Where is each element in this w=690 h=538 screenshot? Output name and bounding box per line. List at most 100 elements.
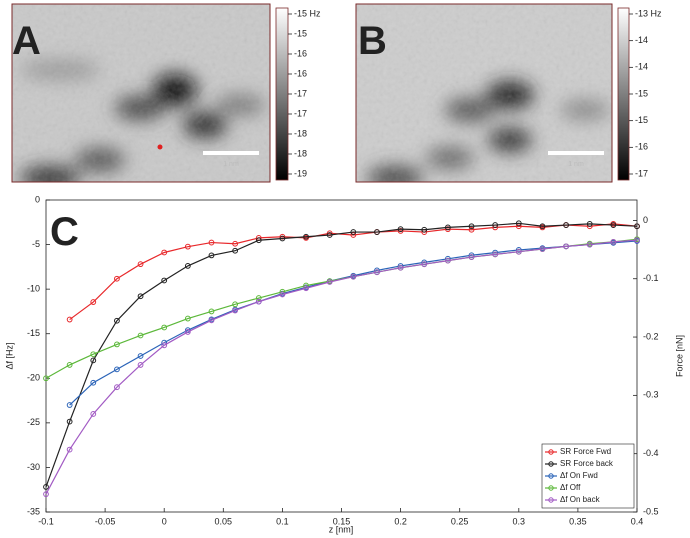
legend-label: Δf On Fwd [560,471,598,480]
data-point [397,264,404,271]
y-tick-label: -30 [27,462,40,472]
colorbar-label: -14 [635,62,648,72]
data-point [161,324,168,331]
legend-label: Δf Off [560,483,581,492]
data-point [184,262,191,269]
data-point [137,293,144,300]
data-point [43,375,49,382]
data-point [539,223,546,230]
colorbar-label: -15 [635,88,648,98]
data-point [586,221,593,227]
colorbar [617,7,630,181]
data-point [255,298,262,305]
data-point [397,228,404,234]
data-point [515,248,522,255]
data-point [255,237,262,244]
series-line [45,238,638,379]
data-point [90,411,97,417]
y2-tick-label: -0.4 [643,448,659,458]
data-point [161,277,168,284]
colorbar-label: -15 [635,115,648,125]
data-point [66,446,73,453]
scale-bar [203,151,259,155]
data-point [208,252,215,259]
data-point [444,224,451,231]
tip-marker [157,144,163,150]
data-point [66,402,73,408]
data-point [90,357,97,364]
data-point [232,307,239,314]
data-point [232,301,239,308]
colorbar-label: -16 [294,68,307,78]
colorbar-label: -13 Hz [635,8,662,18]
data-point [468,223,475,230]
data-point [492,249,499,256]
data-point [66,418,73,425]
data-point [634,223,640,230]
data-point [208,239,215,246]
x-tick-label: 0.15 [333,516,351,526]
data-point [563,243,569,250]
image-b [356,4,612,182]
image-frame [11,3,271,183]
data-point [350,273,357,280]
data-point [634,237,640,244]
data-point [586,241,593,248]
legend-label: SR Force back [560,459,614,468]
data-point [279,233,286,240]
y2-tick-label: 0 [643,215,648,225]
data-point [114,384,120,391]
y-tick-label: -15 [27,328,40,338]
x-tick-label: 0 [162,516,167,526]
series-line [45,222,638,488]
panel-label: C [50,210,79,254]
data-point [184,315,191,322]
y-tick-label: 0 [35,194,40,204]
data-point [255,295,262,301]
legend-label: SR Force Fwd [560,447,611,456]
series-line [45,239,638,495]
scale-label: 1 nm [223,161,239,168]
data-point [114,317,120,324]
data-point [374,267,380,274]
image-frame [355,3,613,183]
colorbar-label: -17 [635,168,648,178]
x-tick-label: 0.3 [513,516,526,526]
colorbar-label: -14 [635,35,648,45]
colorbar-label: -18 [294,148,307,158]
data-point [184,329,191,335]
data-point [374,229,380,235]
y-tick-label: -10 [27,284,40,294]
legend-label: Δf On back [560,495,601,504]
data-point [421,261,428,268]
y-tick-label: -5 [32,239,40,249]
colorbar-label: -19 [294,168,307,178]
data-point [492,251,499,258]
data-point [421,259,428,266]
y-tick-label: -20 [27,373,40,383]
legend-marker [548,485,554,491]
data-point [232,240,239,247]
data-point [184,243,191,250]
x-tick-label: 0.2 [394,516,407,526]
data-point [232,247,239,254]
data-point [208,308,215,315]
image-a [12,4,270,182]
x-axis-label: z [nm] [329,524,354,534]
data-point [161,249,168,256]
scale-label: 1 nm [568,161,584,168]
data-point [444,257,451,264]
y2-tick-label: -0.3 [643,390,659,400]
panel-label: B [358,19,387,63]
colorbar-label: -16 [294,48,307,58]
x-tick-label: 0.35 [569,516,587,526]
legend-marker [548,497,554,503]
data-point [137,261,144,268]
data-point [539,246,546,252]
data-point [468,226,475,233]
data-point [326,232,333,238]
panel-label: A [12,19,41,63]
x-tick-label: 0.05 [215,516,233,526]
data-point [610,238,617,245]
